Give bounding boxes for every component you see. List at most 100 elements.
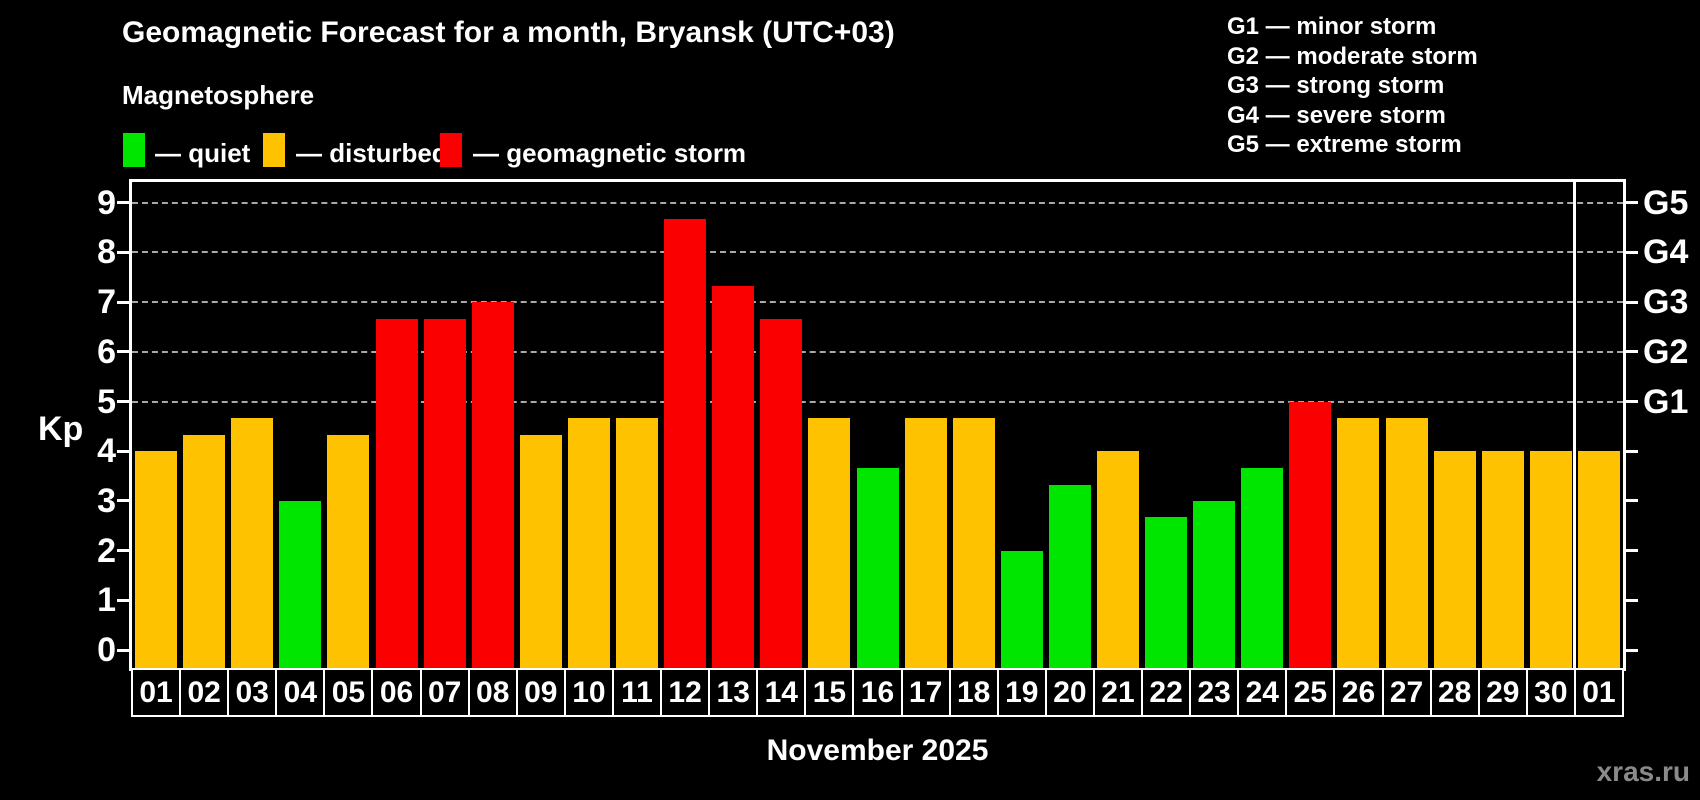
day-label-30: 30 <box>1525 668 1576 717</box>
g-axis-label-g3: G3 <box>1643 283 1689 322</box>
y-tick-right-6 <box>1624 350 1638 354</box>
day-label-28: 28 <box>1429 668 1480 717</box>
y-tick-right-3 <box>1624 499 1638 503</box>
kp-bar-11 <box>616 417 659 668</box>
y-tick-label-6: 6 <box>97 332 116 371</box>
day-label-07: 07 <box>419 668 470 717</box>
day-label-09: 09 <box>515 668 566 717</box>
g-axis-label-g4: G4 <box>1643 233 1689 272</box>
y-tick-label-9: 9 <box>97 183 116 222</box>
kp-bar-20 <box>1048 484 1091 668</box>
day-label-21: 21 <box>1092 668 1144 717</box>
day-label-23: 23 <box>1189 668 1240 717</box>
kp-bar-06 <box>375 318 418 668</box>
month-boundary-line <box>1573 182 1577 668</box>
day-label-26: 26 <box>1333 668 1384 717</box>
legend-swatch-quiet-icon <box>123 133 145 167</box>
g-legend-line-g3: G3 — strong storm <box>1227 72 1445 99</box>
grid-line-kp9 <box>132 201 1623 204</box>
g-legend-line-g1: G1 — minor storm <box>1227 13 1437 40</box>
g-scale-legend: G1 — minor storm G2 — moderate storm G3 … <box>1227 12 1478 160</box>
kp-bar-16 <box>856 467 899 668</box>
day-label-16: 16 <box>852 668 903 717</box>
kp-bar-30 <box>1529 451 1572 668</box>
day-label-08: 08 <box>467 668 518 717</box>
day-label-29: 29 <box>1477 668 1528 717</box>
watermark-xras: xras.ru <box>1596 756 1690 787</box>
kp-bar-12 <box>664 219 707 668</box>
day-label-01-next: 01 <box>1573 668 1624 717</box>
kp-bar-28 <box>1433 451 1476 668</box>
legend-swatch-disturbed-icon <box>263 133 285 167</box>
day-label-24: 24 <box>1237 668 1288 717</box>
legend-label-quiet: — quiet <box>155 138 251 168</box>
kp-bar-04 <box>279 500 322 668</box>
grid-line-kp5 <box>132 400 1623 403</box>
kp-bar-01-next <box>1577 451 1620 668</box>
kp-bar-18 <box>952 417 995 668</box>
legend-label-disturbed: — disturbed <box>296 138 448 168</box>
y-tick-label-2: 2 <box>97 531 116 570</box>
g-axis-label-g1: G1 <box>1643 382 1689 421</box>
kp-bar-05 <box>327 434 370 668</box>
day-label-02: 02 <box>179 668 230 717</box>
day-label-15: 15 <box>804 668 855 717</box>
day-label-18: 18 <box>948 668 999 717</box>
kp-bar-22 <box>1145 517 1188 668</box>
kp-bar-23 <box>1193 500 1236 668</box>
kp-bar-14 <box>760 318 803 668</box>
y-tick-label-3: 3 <box>97 481 116 520</box>
day-label-06: 06 <box>371 668 422 717</box>
grid-line-kp8 <box>132 251 1623 254</box>
g-legend-line-g4: G4 — severe storm <box>1227 101 1446 129</box>
y-tick-right-9 <box>1624 201 1638 205</box>
plot-area <box>132 182 1623 668</box>
day-label-12: 12 <box>660 668 711 717</box>
g-axis-label-g5: G5 <box>1643 183 1689 222</box>
grid-line-kp6 <box>132 350 1623 353</box>
y-tick-right-7 <box>1624 300 1638 304</box>
day-label-20: 20 <box>1044 668 1095 717</box>
y-axis-title: Kp <box>38 410 84 448</box>
y-tick-label-7: 7 <box>97 283 116 322</box>
day-label-01: 01 <box>131 668 182 717</box>
kp-bar-17 <box>904 417 947 668</box>
day-label-05: 05 <box>323 668 374 717</box>
page-title: Geomagnetic Forecast for a month, Bryans… <box>122 16 895 49</box>
kp-bar-07 <box>423 318 466 668</box>
kp-bar-25 <box>1289 401 1332 668</box>
day-label-25: 25 <box>1285 668 1336 717</box>
kp-bar-10 <box>567 417 610 668</box>
y-tick-right-8 <box>1624 250 1638 254</box>
day-label-22: 22 <box>1141 668 1192 717</box>
kp-bar-13 <box>712 285 755 668</box>
y-tick-right-2 <box>1624 549 1638 553</box>
x-axis-title: November 2025 <box>766 734 989 767</box>
kp-bar-09 <box>519 434 562 668</box>
day-label-14: 14 <box>756 668 807 717</box>
kp-bar-19 <box>1000 550 1043 668</box>
day-label-19: 19 <box>996 668 1047 717</box>
kp-bar-15 <box>808 417 851 668</box>
g-legend-line-g2: G2 — moderate storm <box>1227 42 1478 70</box>
y-tick-right-4 <box>1624 449 1638 453</box>
kp-bar-21 <box>1096 451 1139 668</box>
day-label-03: 03 <box>227 668 278 717</box>
day-label-11: 11 <box>611 668 663 717</box>
day-label-17: 17 <box>900 668 951 717</box>
legend-swatch-storm-icon <box>440 133 462 167</box>
day-label-04: 04 <box>275 668 326 717</box>
kp-bar-27 <box>1385 417 1428 668</box>
kp-bar-01 <box>135 451 178 668</box>
g-legend-line-g5: G5 — extreme storm <box>1227 131 1462 158</box>
y-tick-label-8: 8 <box>97 233 116 272</box>
y-tick-right-0 <box>1624 648 1638 652</box>
y-tick-label-0: 0 <box>97 631 116 669</box>
y-tick-right-1 <box>1624 598 1638 602</box>
subtitle-magnetosphere: Magnetosphere <box>122 80 315 110</box>
kp-bar-26 <box>1337 417 1380 668</box>
day-label-10: 10 <box>563 668 614 717</box>
kp-bar-08 <box>471 302 514 668</box>
kp-bar-02 <box>183 434 226 668</box>
